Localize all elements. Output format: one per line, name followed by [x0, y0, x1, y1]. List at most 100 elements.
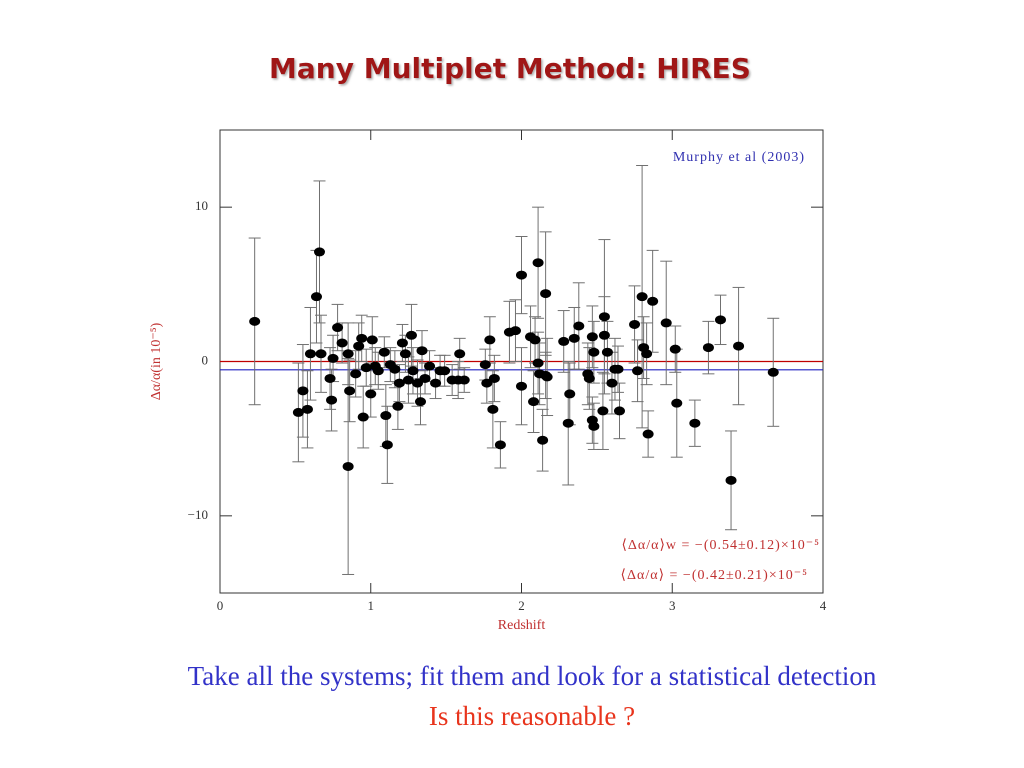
data-point	[439, 366, 451, 376]
data-point	[327, 353, 339, 363]
x-axis-label: Redshift	[498, 618, 546, 633]
data-point	[598, 312, 610, 322]
data-point	[399, 349, 411, 359]
data-point	[689, 418, 701, 428]
data-point	[529, 335, 541, 345]
data-point	[516, 381, 527, 391]
data-point	[598, 330, 610, 340]
data-point	[393, 378, 405, 388]
data-point	[454, 349, 466, 359]
data-point	[586, 332, 598, 342]
caption: Is this reasonable ?	[429, 701, 635, 731]
annotation: Murphy et al (2003)	[673, 150, 805, 165]
data-point	[414, 397, 426, 407]
data-point	[714, 315, 726, 325]
data-point	[342, 349, 354, 359]
data-point	[484, 335, 496, 345]
data-point	[613, 406, 625, 416]
data-point	[516, 270, 527, 280]
data-point	[389, 364, 401, 374]
data-point	[612, 364, 624, 374]
data-point	[378, 347, 390, 357]
data-point	[528, 397, 540, 407]
data-point	[249, 316, 261, 326]
data-point	[381, 440, 393, 450]
data-point	[405, 330, 417, 340]
data-point	[494, 440, 506, 450]
data-point	[372, 366, 384, 376]
data-point	[632, 366, 644, 376]
slide-title: Many Multiplet Method: HIRES	[269, 52, 751, 85]
data-point	[324, 373, 336, 383]
data-point	[481, 378, 493, 388]
data-point	[458, 375, 470, 385]
x-tick-label: 0	[217, 598, 224, 613]
data-point	[629, 319, 641, 329]
data-point	[660, 318, 672, 328]
x-tick-label: 4	[820, 598, 827, 613]
data-point	[606, 378, 618, 388]
data-point	[297, 386, 309, 396]
data-point	[479, 360, 491, 370]
data-point	[488, 373, 500, 383]
data-point	[301, 404, 313, 414]
data-point	[353, 341, 365, 351]
data-point	[573, 321, 585, 331]
data-point	[647, 296, 659, 306]
data-point	[315, 349, 327, 359]
data-point	[416, 346, 428, 356]
data-point	[356, 333, 368, 343]
data-point	[509, 326, 521, 336]
data-point	[392, 401, 404, 411]
data-point	[336, 338, 348, 348]
data-point	[669, 344, 681, 354]
chart: 0 1 2 3 4 −10 0 10 Redshift Δα/α(in 10⁻⁵) Murphy e…	[149, 129, 827, 633]
y-axis-label: Δα/α(in 10⁻⁵)	[149, 322, 164, 400]
x-tick-label: 2	[518, 598, 525, 613]
data-point	[641, 349, 653, 359]
data-point	[366, 335, 378, 345]
x-tick-label: 3	[669, 598, 676, 613]
data-point	[702, 343, 714, 353]
annotation: ⟨Δα/α⟩w = −(0.54±0.12)×10⁻⁵	[621, 538, 820, 553]
data-point	[310, 292, 322, 302]
data-point	[636, 292, 648, 302]
data-point	[407, 366, 419, 376]
data-point	[568, 333, 580, 343]
data-point	[532, 358, 544, 368]
data-point	[411, 378, 423, 388]
data-point	[597, 406, 609, 416]
data-point	[537, 435, 549, 445]
data-point	[304, 349, 316, 359]
data-point	[562, 418, 574, 428]
data-point	[733, 341, 745, 351]
data-point	[588, 421, 600, 431]
data-point	[357, 412, 369, 422]
data-point	[419, 373, 431, 383]
data-point	[402, 375, 414, 385]
annotation: ⟨Δα/α⟩ = −(0.42±0.21)×10⁻⁵	[621, 568, 808, 583]
data-point	[588, 347, 600, 357]
data-point	[564, 389, 576, 399]
y-tick-label: 0	[202, 352, 209, 367]
data-point	[642, 429, 654, 439]
data-point	[540, 289, 552, 299]
data-point	[396, 338, 408, 348]
data-point	[725, 475, 737, 485]
data-point	[541, 372, 553, 382]
data-point	[332, 323, 344, 333]
data-point	[532, 258, 544, 268]
y-tick-label: 10	[195, 198, 208, 213]
data-point	[344, 386, 356, 396]
data-point	[601, 347, 613, 357]
data-point	[583, 373, 595, 383]
data-point	[487, 404, 499, 414]
data-point	[350, 369, 362, 379]
data-point	[365, 389, 377, 399]
data-point	[671, 398, 683, 408]
data-point	[360, 363, 372, 373]
data-point	[767, 367, 779, 377]
data-point	[326, 395, 338, 405]
x-tick-label: 1	[368, 598, 375, 613]
